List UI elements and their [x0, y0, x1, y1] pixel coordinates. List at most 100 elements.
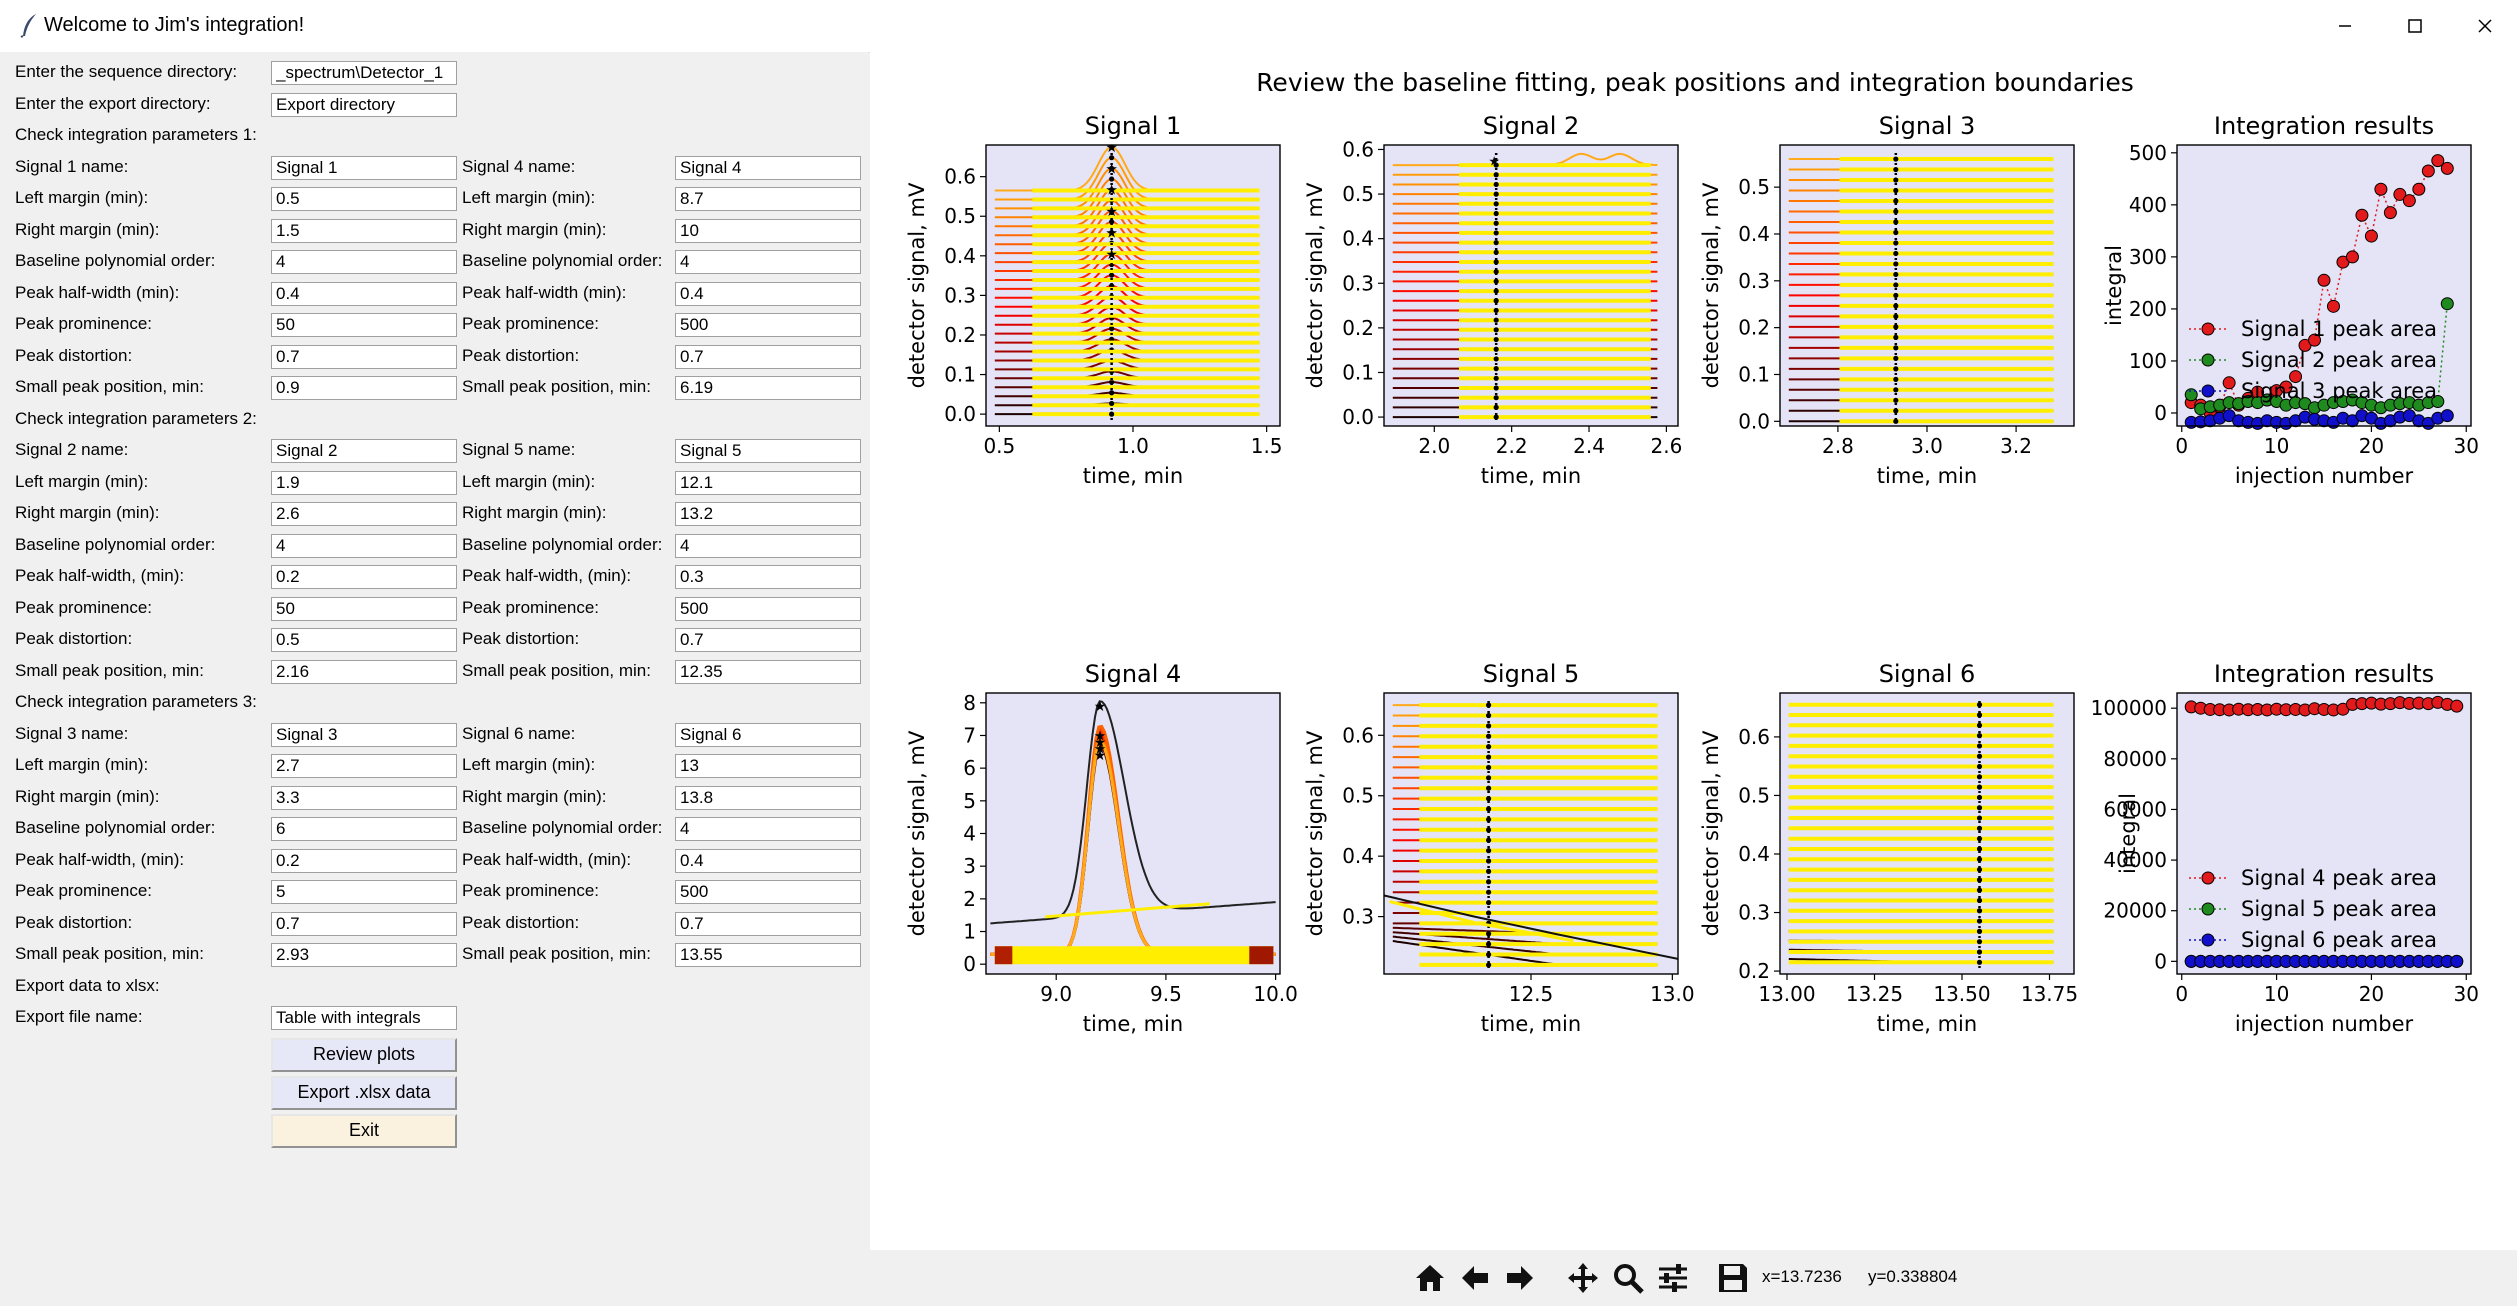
- parameter-input[interactable]: [271, 344, 457, 369]
- parameter-input[interactable]: [271, 659, 457, 684]
- parameter-input[interactable]: [271, 502, 457, 526]
- export-file-name-input[interactable]: [271, 1006, 457, 1030]
- parameter-label: Left margin (min):: [15, 471, 149, 491]
- parameter-input[interactable]: [675, 596, 861, 621]
- peak-marker: [1493, 259, 1499, 265]
- data-point: [2308, 333, 2322, 347]
- forward-button[interactable]: [1500, 1258, 1540, 1298]
- legend-label: Signal 6 peak area: [2241, 928, 2437, 952]
- data-point: [2431, 154, 2445, 168]
- y-tick-label: 1: [963, 920, 976, 944]
- parameter-input[interactable]: [271, 313, 457, 337]
- parameter-input[interactable]: [271, 218, 457, 243]
- maximize-button[interactable]: [2385, 6, 2445, 46]
- parameter-input[interactable]: [271, 470, 457, 495]
- parameter-input[interactable]: [675, 155, 861, 180]
- y-tick-label: 0.0: [1738, 409, 1770, 433]
- parameter-input[interactable]: [675, 911, 861, 936]
- peak-marker: [1109, 219, 1115, 225]
- parameter-input[interactable]: [675, 344, 861, 369]
- parameter-input[interactable]: [675, 470, 861, 495]
- x-tick-label: 2.4: [1573, 434, 1605, 458]
- home-button[interactable]: [1410, 1258, 1450, 1298]
- parameter-input[interactable]: [675, 376, 861, 400]
- parameter-input[interactable]: [675, 502, 861, 526]
- parameter-input[interactable]: [271, 754, 457, 778]
- parameter-input[interactable]: [271, 376, 457, 400]
- axes-background: [1780, 693, 2074, 974]
- data-point: [2222, 376, 2236, 390]
- legend-label: Signal 3 peak area: [2241, 379, 2437, 403]
- save-figure-button[interactable]: [1713, 1258, 1753, 1298]
- exit-button[interactable]: Exit: [271, 1113, 457, 1148]
- figure-canvas[interactable]: Review the baseline fitting, peak positi…: [870, 52, 2517, 1250]
- y-tick-label: 2: [963, 887, 976, 911]
- window-titlebar: Welcome to Jim's integration!: [0, 0, 2517, 53]
- parameter-input[interactable]: [675, 439, 861, 463]
- zoom-button[interactable]: [1608, 1258, 1648, 1298]
- parameter-label: Peak half-width (min):: [462, 282, 627, 302]
- parameter-input[interactable]: [675, 722, 861, 747]
- data-point: [2440, 409, 2454, 423]
- parameter-input[interactable]: [271, 628, 457, 652]
- parameter-input[interactable]: [675, 880, 861, 904]
- parameter-input[interactable]: [271, 911, 457, 936]
- y-tick-label: 7: [963, 723, 976, 747]
- data-point: [2393, 187, 2407, 201]
- parameter-input[interactable]: [675, 533, 861, 558]
- back-button[interactable]: [1455, 1258, 1495, 1298]
- parameter-input[interactable]: [271, 439, 457, 463]
- parameter-input[interactable]: [675, 785, 861, 810]
- chart-3: Signal 3 2.8 3.0 3.2 0.0 0.1 0.2 0.3 0.4 0.5 time,…: [1699, 112, 2075, 488]
- close-button[interactable]: [2455, 6, 2515, 46]
- y-tick-label: 0.6: [944, 165, 976, 189]
- parameter-input[interactable]: [271, 250, 457, 274]
- parameter-label: Signal 2 name:: [15, 440, 129, 459]
- parameter-input[interactable]: [675, 848, 861, 873]
- minimize-button[interactable]: [2315, 6, 2375, 46]
- parameter-input[interactable]: [271, 848, 457, 873]
- peak-marker: [1976, 722, 1983, 728]
- review-plots-button[interactable]: Review plots: [271, 1037, 457, 1072]
- parameter-input[interactable]: [675, 943, 861, 967]
- parameter-input[interactable]: [675, 754, 861, 778]
- parameter-input[interactable]: [271, 817, 457, 841]
- export-xlsx-button[interactable]: Export .xlsx data: [271, 1075, 457, 1110]
- pan-button[interactable]: [1563, 1258, 1603, 1298]
- parameter-input[interactable]: [271, 281, 457, 306]
- y-tick-label: 400: [2129, 193, 2167, 217]
- y-tick-label: 8: [963, 691, 976, 715]
- parameter-input[interactable]: [271, 880, 457, 904]
- reference-trace: [1384, 894, 1678, 960]
- parameter-input[interactable]: [271, 722, 457, 747]
- parameter-input[interactable]: [271, 785, 457, 810]
- parameter-input[interactable]: [675, 218, 861, 243]
- parameter-input[interactable]: [675, 628, 861, 652]
- export-directory-input[interactable]: [271, 92, 457, 117]
- y-tick-label: 0.4: [1738, 842, 1770, 866]
- parameter-input[interactable]: [675, 250, 861, 274]
- parameter-label: Peak prominence:: [15, 597, 153, 617]
- parameter-input[interactable]: [271, 155, 457, 180]
- parameter-input[interactable]: [675, 281, 861, 306]
- peak-star: ★: [1094, 748, 1107, 764]
- parameter-input[interactable]: [675, 817, 861, 841]
- parameter-input[interactable]: [271, 533, 457, 558]
- parameter-input[interactable]: [675, 659, 861, 684]
- sequence-directory-input[interactable]: [271, 61, 457, 85]
- parameter-input[interactable]: [675, 313, 861, 337]
- configure-subplots-button[interactable]: [1653, 1258, 1693, 1298]
- y-coordinate-readout: y=0.338804: [1868, 1267, 1958, 1286]
- parameter-input[interactable]: [271, 187, 457, 211]
- peak-marker: [1493, 404, 1499, 410]
- parameter-input[interactable]: [271, 943, 457, 967]
- parameter-input[interactable]: [675, 187, 861, 211]
- parameter-input[interactable]: [271, 565, 457, 589]
- parameter-label: Peak prominence:: [15, 881, 153, 900]
- parameter-label: Right margin (min):: [15, 786, 160, 806]
- parameter-input[interactable]: [271, 596, 457, 621]
- parameter-label: Peak prominence:: [462, 597, 600, 617]
- peak-marker: [1493, 278, 1499, 284]
- parameter-label: Peak distortion:: [462, 629, 580, 648]
- parameter-input[interactable]: [675, 565, 861, 589]
